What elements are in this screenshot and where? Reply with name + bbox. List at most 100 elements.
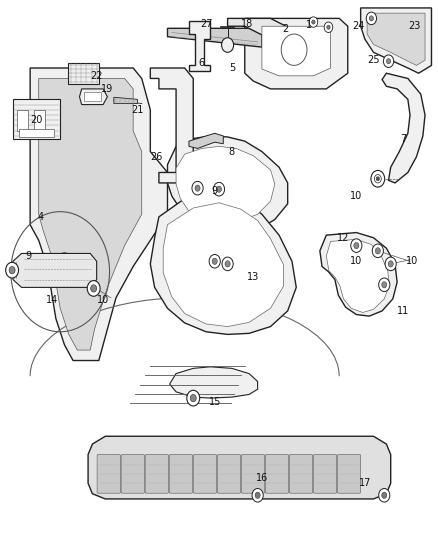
Text: 9: 9	[25, 251, 31, 261]
FancyBboxPatch shape	[169, 455, 192, 493]
Polygon shape	[367, 13, 425, 66]
Circle shape	[6, 262, 18, 278]
Circle shape	[386, 59, 391, 64]
Polygon shape	[360, 8, 431, 73]
FancyBboxPatch shape	[193, 455, 216, 493]
FancyBboxPatch shape	[145, 455, 168, 493]
Text: 27: 27	[200, 19, 212, 29]
Text: 20: 20	[30, 115, 43, 125]
Circle shape	[225, 261, 230, 267]
Circle shape	[385, 257, 396, 271]
Circle shape	[190, 394, 196, 402]
Circle shape	[374, 175, 381, 183]
Circle shape	[61, 257, 67, 265]
Polygon shape	[13, 254, 97, 287]
Polygon shape	[262, 26, 331, 76]
Text: 21: 21	[131, 105, 144, 115]
Circle shape	[379, 488, 390, 502]
Text: 19: 19	[101, 84, 113, 94]
Circle shape	[383, 55, 394, 68]
Circle shape	[381, 492, 387, 498]
Polygon shape	[167, 136, 288, 230]
Circle shape	[375, 248, 380, 254]
Text: 18: 18	[241, 19, 253, 29]
Circle shape	[312, 20, 315, 24]
Polygon shape	[150, 192, 296, 334]
Text: 10: 10	[406, 256, 418, 266]
Circle shape	[192, 181, 203, 195]
Circle shape	[351, 239, 362, 253]
Circle shape	[58, 253, 71, 270]
Polygon shape	[150, 68, 193, 183]
Text: 8: 8	[229, 147, 235, 157]
FancyBboxPatch shape	[241, 455, 265, 493]
Circle shape	[9, 266, 15, 274]
Text: 22: 22	[90, 71, 103, 81]
Text: 16: 16	[256, 473, 268, 483]
FancyBboxPatch shape	[97, 455, 120, 493]
Polygon shape	[320, 232, 397, 316]
Circle shape	[255, 492, 260, 498]
Circle shape	[209, 254, 220, 268]
Text: 26: 26	[151, 152, 163, 162]
Circle shape	[324, 22, 333, 33]
FancyBboxPatch shape	[84, 92, 101, 101]
Text: 10: 10	[350, 256, 363, 266]
Circle shape	[327, 25, 330, 29]
Polygon shape	[88, 436, 391, 499]
Text: 15: 15	[208, 397, 221, 407]
Circle shape	[195, 185, 200, 191]
Circle shape	[187, 390, 200, 406]
Circle shape	[376, 176, 380, 181]
FancyBboxPatch shape	[217, 455, 240, 493]
Text: 4: 4	[38, 212, 44, 222]
Polygon shape	[39, 78, 142, 350]
Circle shape	[371, 171, 385, 187]
Polygon shape	[326, 239, 389, 312]
Polygon shape	[176, 147, 275, 222]
Polygon shape	[114, 97, 138, 103]
Polygon shape	[30, 68, 167, 360]
Text: 10: 10	[97, 295, 109, 305]
Text: 9: 9	[212, 186, 218, 196]
FancyBboxPatch shape	[68, 63, 99, 84]
Polygon shape	[245, 19, 348, 89]
Circle shape	[372, 244, 383, 257]
Circle shape	[381, 281, 387, 288]
FancyBboxPatch shape	[121, 455, 144, 493]
Text: 24: 24	[352, 21, 365, 31]
Circle shape	[366, 12, 377, 25]
Polygon shape	[79, 89, 107, 104]
Polygon shape	[170, 367, 258, 398]
Circle shape	[87, 280, 100, 296]
Circle shape	[309, 17, 318, 27]
Polygon shape	[167, 28, 262, 47]
Circle shape	[222, 257, 233, 271]
Circle shape	[281, 34, 307, 66]
Polygon shape	[189, 133, 223, 149]
Text: 2: 2	[283, 24, 289, 34]
Text: 6: 6	[199, 58, 205, 68]
Circle shape	[222, 38, 233, 52]
Circle shape	[369, 16, 374, 21]
Text: 7: 7	[400, 134, 407, 143]
Polygon shape	[382, 73, 425, 183]
Text: 13: 13	[247, 272, 259, 282]
Polygon shape	[189, 21, 210, 71]
Text: 17: 17	[359, 478, 371, 488]
FancyBboxPatch shape	[265, 455, 289, 493]
Text: 10: 10	[350, 191, 363, 201]
Circle shape	[379, 278, 390, 292]
Polygon shape	[228, 19, 296, 39]
Circle shape	[388, 261, 393, 267]
Circle shape	[252, 488, 263, 502]
FancyBboxPatch shape	[290, 455, 313, 493]
Text: 14: 14	[46, 295, 58, 305]
Circle shape	[91, 285, 97, 292]
Polygon shape	[163, 203, 283, 327]
Text: 11: 11	[397, 306, 410, 316]
Text: 25: 25	[367, 55, 380, 65]
Circle shape	[212, 258, 217, 264]
Text: 5: 5	[229, 63, 235, 73]
FancyBboxPatch shape	[35, 110, 45, 131]
